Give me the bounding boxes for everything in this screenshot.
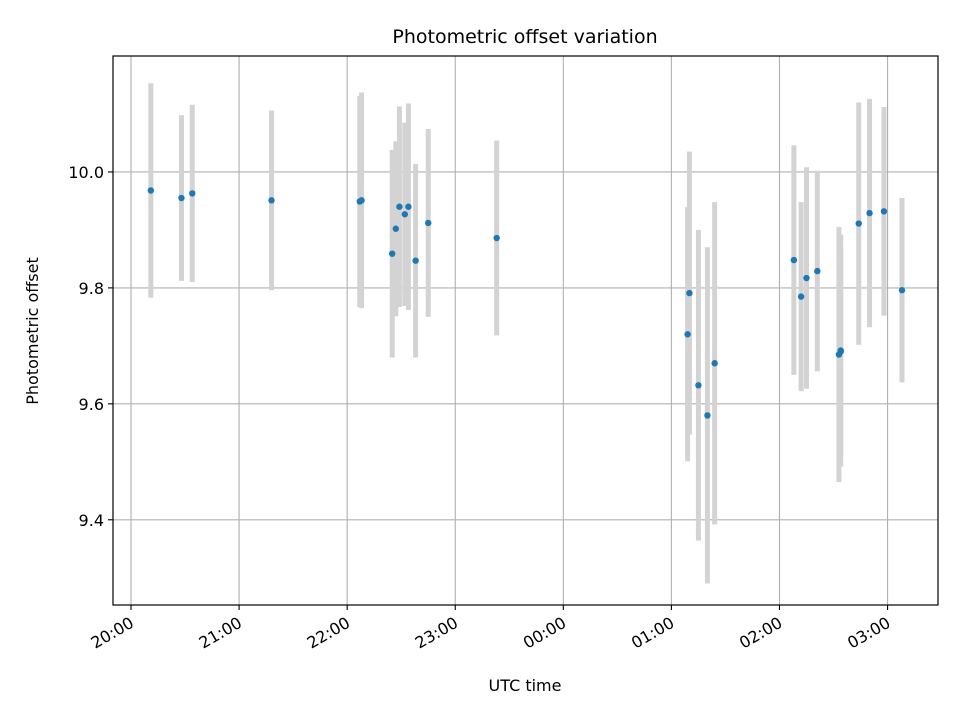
data-point (837, 348, 844, 355)
plot-frame (112, 55, 939, 606)
data-point (686, 289, 693, 297)
data-point (396, 203, 403, 210)
data-point (855, 220, 862, 227)
data-point (803, 274, 810, 282)
data-point (695, 382, 702, 389)
data-point (412, 257, 419, 264)
y-tick-label: 9.6 (79, 395, 104, 414)
data-point (178, 194, 185, 202)
data-point (704, 412, 711, 419)
data-point (493, 234, 500, 242)
data-point (898, 287, 906, 294)
data-point (425, 219, 432, 227)
data-point (814, 267, 821, 275)
data-point (797, 293, 805, 300)
chart-title: Photometric offset variation (392, 26, 657, 48)
y-tick-label: 9.8 (79, 279, 104, 298)
x-axis-label: UTC time (489, 676, 562, 695)
data-point (147, 187, 155, 194)
y-axis-label: Photometric offset (23, 257, 42, 405)
data-point (405, 203, 412, 210)
y-axis: 9.4 9.6 9.8 10.0 (68, 163, 113, 530)
data-point (684, 331, 691, 338)
data-point (189, 190, 196, 197)
y-tick-label: 10.0 (68, 163, 104, 182)
data-point (268, 197, 275, 204)
data-point (358, 197, 365, 204)
data-point (711, 360, 718, 367)
data-point (392, 225, 400, 232)
data-point (866, 209, 873, 217)
y-tick-label: 9.4 (79, 511, 104, 530)
data-point (401, 211, 409, 218)
data-point (790, 256, 798, 264)
data-point (880, 208, 888, 215)
data-point (389, 250, 396, 257)
data-points (147, 187, 906, 419)
